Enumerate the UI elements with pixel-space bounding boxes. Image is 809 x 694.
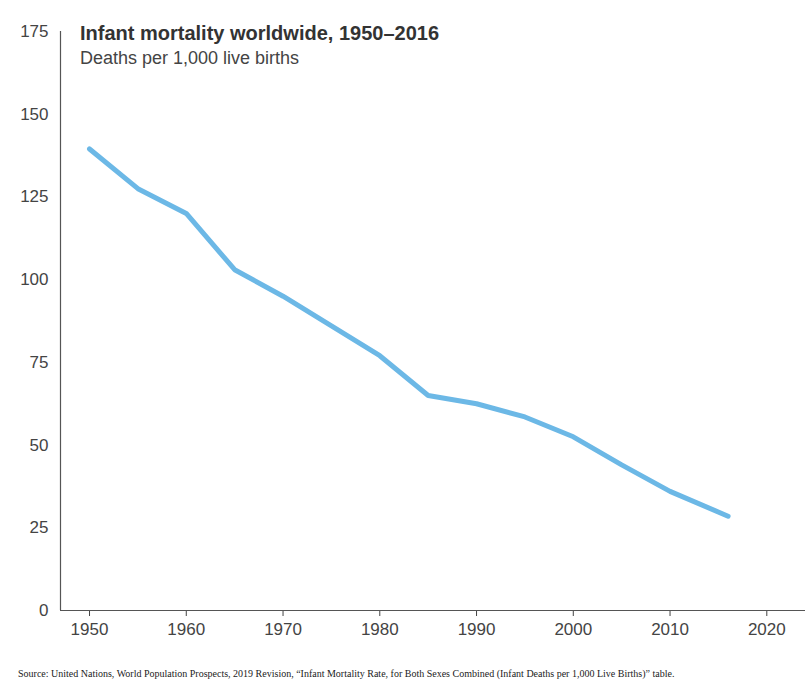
svg-text:1980: 1980 (361, 620, 399, 639)
svg-text:150: 150 (20, 105, 48, 124)
svg-text:175: 175 (20, 22, 48, 41)
svg-text:1950: 1950 (71, 620, 109, 639)
svg-text:125: 125 (20, 187, 48, 206)
html-text:Infant mortality worldwide, 19: Infant mortality worldwide, 1950–2016 (80, 22, 439, 44)
svg-text:2020: 2020 (748, 620, 786, 639)
html-text:Source: United Nations, World: Source: United Nations, World Population… (18, 668, 675, 679)
svg-text:2000: 2000 (554, 620, 592, 639)
svg-text:25: 25 (30, 518, 49, 537)
svg-text:50: 50 (30, 436, 49, 455)
svg-text:1960: 1960 (167, 620, 205, 639)
svg-text:1990: 1990 (458, 620, 496, 639)
html-text:Deaths per 1,000 live births: Deaths per 1,000 live births (80, 48, 300, 68)
svg-text:0: 0 (39, 601, 48, 620)
svg-text:1970: 1970 (264, 620, 302, 639)
svg-text:100: 100 (20, 270, 48, 289)
svg-text:2010: 2010 (651, 620, 689, 639)
svg-text:75: 75 (30, 353, 49, 372)
